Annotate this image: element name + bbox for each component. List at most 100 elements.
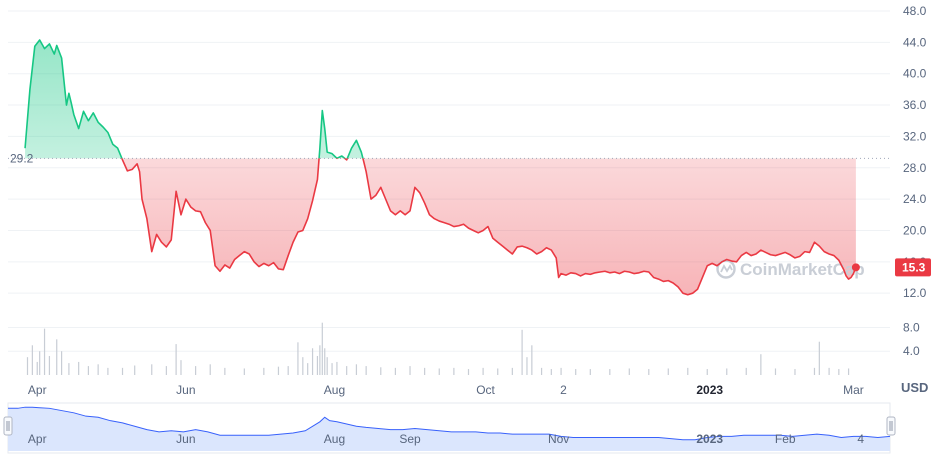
y-tick-label: 28.0 <box>903 161 927 175</box>
volume-bar <box>263 367 265 375</box>
volume-bar <box>224 367 226 375</box>
y-tick-label: 32.0 <box>903 129 927 143</box>
volume-bar <box>61 351 63 375</box>
volume-bar <box>43 328 46 375</box>
volume-bar <box>287 366 289 375</box>
volume-bar <box>667 368 669 375</box>
volume-bar <box>575 369 577 375</box>
volume-bar <box>39 351 41 375</box>
x-axis: Apr Jun Aug Oct 2 2023 Mar <box>28 383 864 397</box>
volume-bar <box>31 345 33 375</box>
volume-bar <box>209 364 211 375</box>
volume-bar <box>760 354 762 375</box>
volume-bar <box>589 369 591 375</box>
area-fill-above-reference <box>25 39 856 159</box>
volume-bar <box>68 363 70 375</box>
watermark-text: CoinMarketCap <box>740 260 865 279</box>
x-tick-label: Oct <box>476 383 495 397</box>
volume-bar <box>482 367 484 375</box>
volume-bar <box>165 366 167 375</box>
price-area <box>25 39 856 295</box>
navigator-axis: Apr Jun Aug Sep Nov 2023 Feb 4 <box>28 432 865 446</box>
volume-bar <box>394 367 396 375</box>
navigator-tick-label: 4 <box>857 432 864 446</box>
x-tick-label: 2023 <box>696 383 723 397</box>
y-tick-label: 44.0 <box>903 35 927 49</box>
volume-bar <box>847 368 850 375</box>
volume-bar <box>467 369 470 375</box>
y-tick-label: 20.0 <box>903 223 927 237</box>
volume-bar <box>151 364 153 375</box>
reference-line: 29.2 <box>8 151 890 165</box>
volume-bar <box>511 367 513 375</box>
volume-bar <box>438 368 440 375</box>
navigator-tick-label: Apr <box>28 432 47 446</box>
volume-bar <box>531 345 533 375</box>
volume-bar <box>302 357 304 375</box>
volume-bar <box>628 368 630 375</box>
volume-bar <box>380 367 382 375</box>
volume-bar <box>321 322 323 375</box>
navigator-series <box>8 406 891 451</box>
volume-bar <box>560 367 562 375</box>
y-tick-label: 48.0 <box>903 4 927 18</box>
volume-bar <box>97 364 99 375</box>
last-price-dot <box>851 263 860 272</box>
volume-bar <box>36 361 38 375</box>
volume-bar <box>609 369 611 375</box>
x-tick-label: Aug <box>324 383 345 397</box>
y-tick-label: 12.0 <box>903 286 927 300</box>
area-fill-below-reference <box>121 158 856 295</box>
volume-bar <box>794 369 796 375</box>
reference-value-label: 29.2 <box>10 151 34 165</box>
volume-bar <box>774 368 777 375</box>
volume-bars <box>26 322 850 375</box>
navigator-tick-label: 2023 <box>696 432 723 446</box>
x-tick-label: Apr <box>28 383 47 397</box>
navigator-tick-label: Sep <box>399 432 421 446</box>
range-navigator[interactable]: Apr Jun Aug Sep Nov 2023 Feb 4 <box>3 402 896 454</box>
volume-bar <box>307 363 309 375</box>
volume-bar <box>297 342 299 375</box>
last-price-label: 15.3 <box>902 260 926 274</box>
volume-bar <box>424 367 426 375</box>
volume-bar <box>26 357 29 375</box>
x-tick-label: Mar <box>843 383 864 397</box>
volume-bar <box>243 368 245 375</box>
volume-bar <box>180 360 182 375</box>
volume-bar <box>365 366 367 375</box>
y-tick-label: 40.0 <box>903 67 927 81</box>
volume-bar <box>336 361 338 375</box>
volume-bar <box>838 369 840 375</box>
volume-bar <box>409 366 411 375</box>
navigator-tick-label: Aug <box>324 432 345 446</box>
volume-bar <box>316 355 319 375</box>
volume-tick-label: 4.0 <box>903 344 920 358</box>
navigator-right-handle[interactable] <box>886 416 896 436</box>
volume-bar <box>550 369 552 375</box>
navigator-tick-label: Nov <box>548 432 569 446</box>
price-line <box>24 39 857 296</box>
y-axis: 48.044.040.036.032.028.024.020.016.012.0… <box>903 4 927 358</box>
volume-bar <box>687 367 689 375</box>
volume-bar <box>526 357 528 375</box>
volume-bar <box>134 365 136 375</box>
volume-bar <box>48 355 51 375</box>
volume-tick-label: 8.0 <box>903 320 920 334</box>
volume-bar <box>540 367 543 375</box>
volume-bar <box>107 367 109 375</box>
volume-bar <box>828 367 830 375</box>
volume-bar <box>326 357 328 375</box>
y-tick-label: 24.0 <box>903 192 927 206</box>
volume-bar <box>648 369 650 375</box>
volume-bar <box>453 367 455 375</box>
volume-bar <box>277 366 280 375</box>
navigator-left-handle[interactable] <box>3 416 13 436</box>
volume-bar <box>521 329 523 375</box>
x-tick-label: 2 <box>560 383 567 397</box>
volume-bar <box>78 361 80 375</box>
volume-bar <box>818 341 820 375</box>
volume-bar <box>813 367 816 375</box>
volume-bar <box>497 368 499 375</box>
